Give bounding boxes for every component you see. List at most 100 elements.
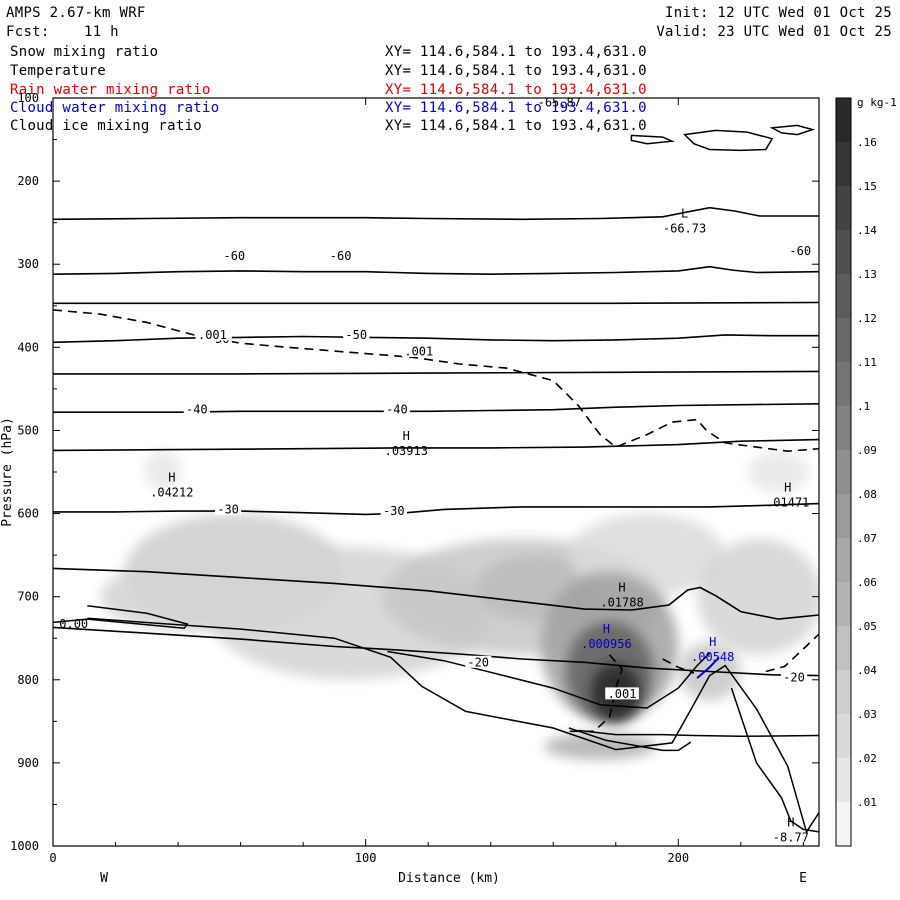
y-axis-label: Pressure (hPa) [0,417,15,527]
isotherm-line [53,370,819,375]
isotherm-line [53,301,819,305]
extremum-value: .01788 [600,595,643,609]
field-xy: XY= 114.6,584.1 to 193.4,631.0 [385,100,647,116]
snow-label-bg [402,344,436,357]
mixing-ratio-shading [99,449,819,760]
field-name: Rain water mixing ratio [10,82,211,98]
isotherm-label: -20 [467,655,489,669]
colorbar-segment [836,582,851,627]
shading-cell [747,451,810,493]
west-label: W [100,871,108,886]
snow-label: .001 [608,687,637,701]
snow-label: .001 [198,328,227,342]
valid-time: Valid: 23 UTC Wed 01 Oct 25 [656,24,892,40]
extremum-value: .04212 [150,486,193,500]
isotherm-line [53,502,819,516]
colorbar-tick-label: .11 [857,356,877,369]
colorbar-tick-label: .03 [857,708,877,721]
extremum-value: .01471 [766,496,809,510]
colorbar-segment [836,98,851,143]
colorbar-tick-label: .07 [857,532,877,545]
isotherm-label-bg [380,504,407,517]
isotherm-line [53,438,819,452]
extremum-marker: H [618,580,625,594]
extremum-marker: H [168,471,175,485]
extremum-value: -8.77 [773,831,809,845]
isotherm-line [53,567,819,620]
colorbar-tick-label: .1 [857,400,870,413]
colorbar-tick-label: .14 [857,224,877,237]
extremum-value: .000956 [581,637,632,651]
extremum-value: .03913 [385,444,428,458]
x-tick-label: 200 [667,851,689,865]
isotherm-label: -60 [789,244,811,258]
forecast-label: Fcst: [6,24,50,40]
isotherm-label-bg [221,249,248,262]
field-xy: XY= 114.6,584.1 to 193.4,631.0 [385,63,647,79]
field-name: Cloud ice mixing ratio [10,118,203,134]
isotherm-label-bg [343,328,370,341]
colorbar-tick-label: .16 [857,136,877,149]
colorbar-tick-label: .05 [857,620,877,633]
y-tick-label: 900 [17,756,39,770]
colorbar-segment [836,626,851,671]
colorbar-segment [836,318,851,363]
colorbar: .16 .15 .14 .13 .12 .11 .1 .09 .08 .07 .06 .05 .04 .0… [835,96,897,847]
isotherm-label: -40 [386,403,408,417]
extremum-marker: H [403,429,410,443]
colorbar-segment [836,450,851,495]
colorbar-frame [835,97,852,847]
snow-contour-line [765,633,819,673]
colorbar-segment [836,714,851,759]
isotherm-label-bg [465,655,492,668]
extremum-value: .00548 [691,650,734,664]
colorbar-tick-label: .02 [857,752,877,765]
isotherm-label: -50 [345,328,367,342]
field-xy: XY= 114.6,584.1 to 193.4,631.0 [385,118,647,134]
x-axis-label: Distance (km) [398,871,500,886]
colorbar-segment [836,142,851,187]
snow-label-bg [195,328,230,341]
isotherm-label: -30 [217,502,239,516]
y-tick-label: 600 [17,507,39,521]
contour-line [387,650,711,709]
snow-label-bg [605,687,639,700]
isotherm-label-bg [327,249,354,262]
extremum-marker: H [784,481,791,495]
colorbar-segment [836,230,851,275]
contour-line [730,687,819,833]
colorbar-segment [836,802,851,847]
upper-contour-line [769,124,816,136]
isotherm-label: -20 [783,670,805,684]
colorbar-tick-label: .01 [857,796,877,809]
edge-value-label: 0.00 [59,617,88,631]
isotherm-label: -60 [330,249,352,263]
isotherm-label-bg [780,670,808,683]
colorbar-tick-label: .06 [857,576,877,589]
isotherm-line [53,206,819,221]
init-time: Init: 12 UTC Wed 01 Oct 25 [665,5,892,21]
isotherm-label-bg [183,403,210,416]
y-tick-label: 1000 [10,839,39,853]
upper-contour-line [630,134,676,145]
colorbar-segment [836,406,851,451]
colorbar-segment [836,670,851,715]
colorbar-tick-label: .08 [857,488,877,501]
x-tick-label: 100 [355,851,377,865]
y-tick-label: 100 [17,91,39,105]
isotherm-label: -40 [186,403,208,417]
extremum-marker: H [787,816,794,830]
upper-contour-line [682,129,774,152]
colorbar-segment [836,274,851,319]
extremum-value: -66.73 [663,221,706,235]
field-xy: XY= 114.6,584.1 to 193.4,631.0 [385,44,647,60]
field-name: Temperature [10,63,107,79]
colorbar-tick-label: .12 [857,312,877,325]
shading-cell [697,538,819,655]
colorbar-tick-label: .09 [857,444,877,457]
y-tick-label: 700 [17,590,39,604]
colorbar-segment [836,538,851,583]
colorbar-segment [836,186,851,231]
colorbar-segment [836,362,851,407]
isotherm-label: -30 [383,504,405,518]
